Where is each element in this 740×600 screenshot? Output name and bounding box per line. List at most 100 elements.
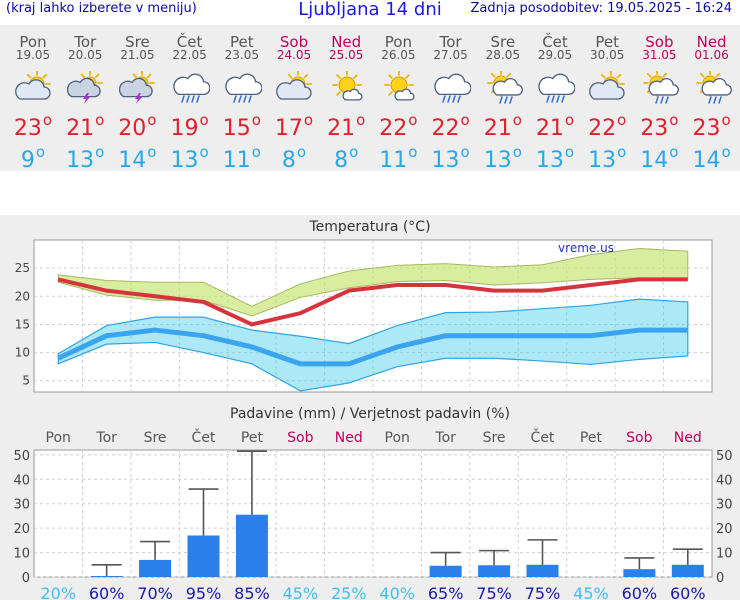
precipitation-bar — [187, 535, 220, 577]
min-temperature: 13o — [431, 143, 470, 173]
y-tick-label: 10 — [15, 346, 30, 360]
category-label: Pon — [46, 430, 71, 446]
day-date: 26.05 — [381, 48, 416, 62]
max-temperature: 22o — [588, 111, 627, 141]
y-tick-label-right: 0 — [716, 571, 724, 586]
category-label: Čet — [192, 428, 216, 446]
day-name: Sob — [279, 33, 309, 51]
category-label: Pet — [580, 430, 603, 446]
min-temperature: 8o — [281, 143, 307, 173]
max-temperature: 15o — [222, 111, 261, 141]
precipitation-bar — [671, 564, 704, 577]
charts-panel: Temperatura (°C) 5 10 15 20 25 vreme.us Padav… — [0, 215, 740, 600]
day-date: 25.05 — [329, 48, 364, 62]
precipitation-bar — [623, 569, 656, 577]
precipitation-grid — [34, 450, 712, 578]
day-name: Sob — [645, 33, 674, 51]
precipitation-range — [188, 488, 219, 536]
y-tick-label-right: 10 — [716, 547, 733, 562]
precipitation-probability: 45% — [573, 584, 609, 600]
max-temperature: 21o — [327, 111, 366, 141]
min-temperature-line — [57, 327, 688, 367]
max-temperature: 22o — [431, 111, 470, 141]
partly-cloudy-sun-icon — [276, 71, 312, 100]
y-tick-label: 25 — [15, 261, 30, 275]
y-tick-label-right: 50 — [716, 449, 733, 464]
day-date: 30.05 — [590, 48, 625, 62]
partly-cloudy-sun-icon — [589, 71, 626, 100]
category-label: Tor — [95, 430, 117, 446]
min-temperature: 13o — [66, 143, 105, 173]
sunny-small-cloud-icon — [384, 71, 415, 101]
min-temperature: 14o — [692, 143, 731, 173]
max-temperature: 21o — [483, 111, 522, 141]
sunny-small-cloud-icon — [332, 71, 363, 101]
day-name: Tor — [74, 33, 97, 51]
y-tick-label: 10 — [13, 547, 30, 562]
category-label: Ned — [335, 430, 363, 446]
precipitation-probability: 40% — [379, 584, 415, 600]
precipitation-range — [624, 557, 655, 570]
category-label: Čet — [531, 428, 555, 446]
precipitation-range — [672, 548, 703, 565]
precipitation-range — [91, 563, 122, 577]
max-temperature: 19o — [170, 111, 209, 141]
precipitation-range — [479, 549, 510, 566]
max-temperature: 21o — [535, 111, 575, 141]
precipitation-range — [236, 450, 267, 515]
precipitation-probability: 65% — [428, 584, 464, 600]
day-date: 31.05 — [642, 48, 677, 62]
category-label: Pet — [241, 430, 264, 446]
category-label: Sre — [144, 430, 167, 446]
precipitation-bar — [139, 559, 172, 577]
last-update: Zadnja posodobitev: 19.05.2025 - 16:24 — [470, 1, 732, 16]
day-name: Ned — [331, 33, 362, 51]
day-name: Čet — [176, 33, 203, 51]
max-temperature: 17o — [274, 111, 314, 141]
sun-rain-icon — [486, 71, 523, 104]
precipitation-probability: 60% — [622, 584, 658, 600]
max-temperature: 23o — [692, 111, 731, 141]
precipitation-probability: 60% — [670, 584, 706, 600]
min-temperature: 11o — [222, 143, 261, 173]
precipitation-probability: 75% — [525, 584, 561, 600]
top-bar: (kraj lahko izberete v meniju) Ljubljana… — [0, 0, 740, 22]
y-tick-label: 5 — [22, 374, 30, 388]
min-temperature: 14o — [640, 143, 679, 173]
min-temperature: 8o — [334, 143, 359, 173]
min-temperature: 13o — [170, 143, 209, 173]
forecast-strip: Pon 19.05 23o 9o Tor 20.05 21o 13o Sre 21.05 20o 14… — [0, 25, 740, 173]
day-date: 20.05 — [68, 48, 103, 62]
y-tick-label-right: 40 — [716, 473, 733, 488]
precipitation-bar — [429, 565, 462, 577]
day-name: Pon — [19, 33, 47, 51]
watermark: vreme.us — [558, 241, 614, 255]
rain-cloud-icon — [433, 73, 471, 103]
temperature-chart-title: Temperatura (°C) — [309, 219, 431, 235]
precipitation-range — [430, 551, 461, 566]
max-temperature: 23o — [640, 111, 679, 141]
precipitation-bar — [90, 576, 123, 578]
day-name: Pet — [595, 33, 619, 51]
precipitation-chart: Pon Tor Sre Čet Pet Sob Ned Pon Tor Sre Čet Pet Sob N… — [13, 428, 733, 600]
category-label: Ned — [674, 430, 702, 446]
rain-cloud-icon — [225, 73, 262, 103]
rain-cloud-icon — [538, 73, 575, 103]
day-date: 24.05 — [276, 48, 312, 62]
rain-cloud-icon — [172, 73, 210, 103]
min-temperature-band — [57, 298, 689, 392]
y-tick-label: 20 — [15, 289, 30, 303]
y-tick-label: 20 — [13, 522, 30, 537]
max-temperature: 23o — [13, 111, 53, 141]
category-label: Sre — [483, 430, 506, 446]
day-date: 27.05 — [433, 48, 468, 62]
day-date: 23.05 — [224, 48, 259, 62]
day-name: Pet — [229, 33, 254, 51]
category-label: Sob — [626, 430, 652, 446]
day-date: 29.05 — [537, 48, 573, 62]
max-temperature: 21o — [66, 111, 105, 141]
min-temperature: 14o — [118, 143, 157, 173]
y-tick-label-right: 20 — [716, 522, 733, 537]
day-name: Pon — [384, 33, 412, 51]
day-name: Ned — [696, 33, 727, 51]
